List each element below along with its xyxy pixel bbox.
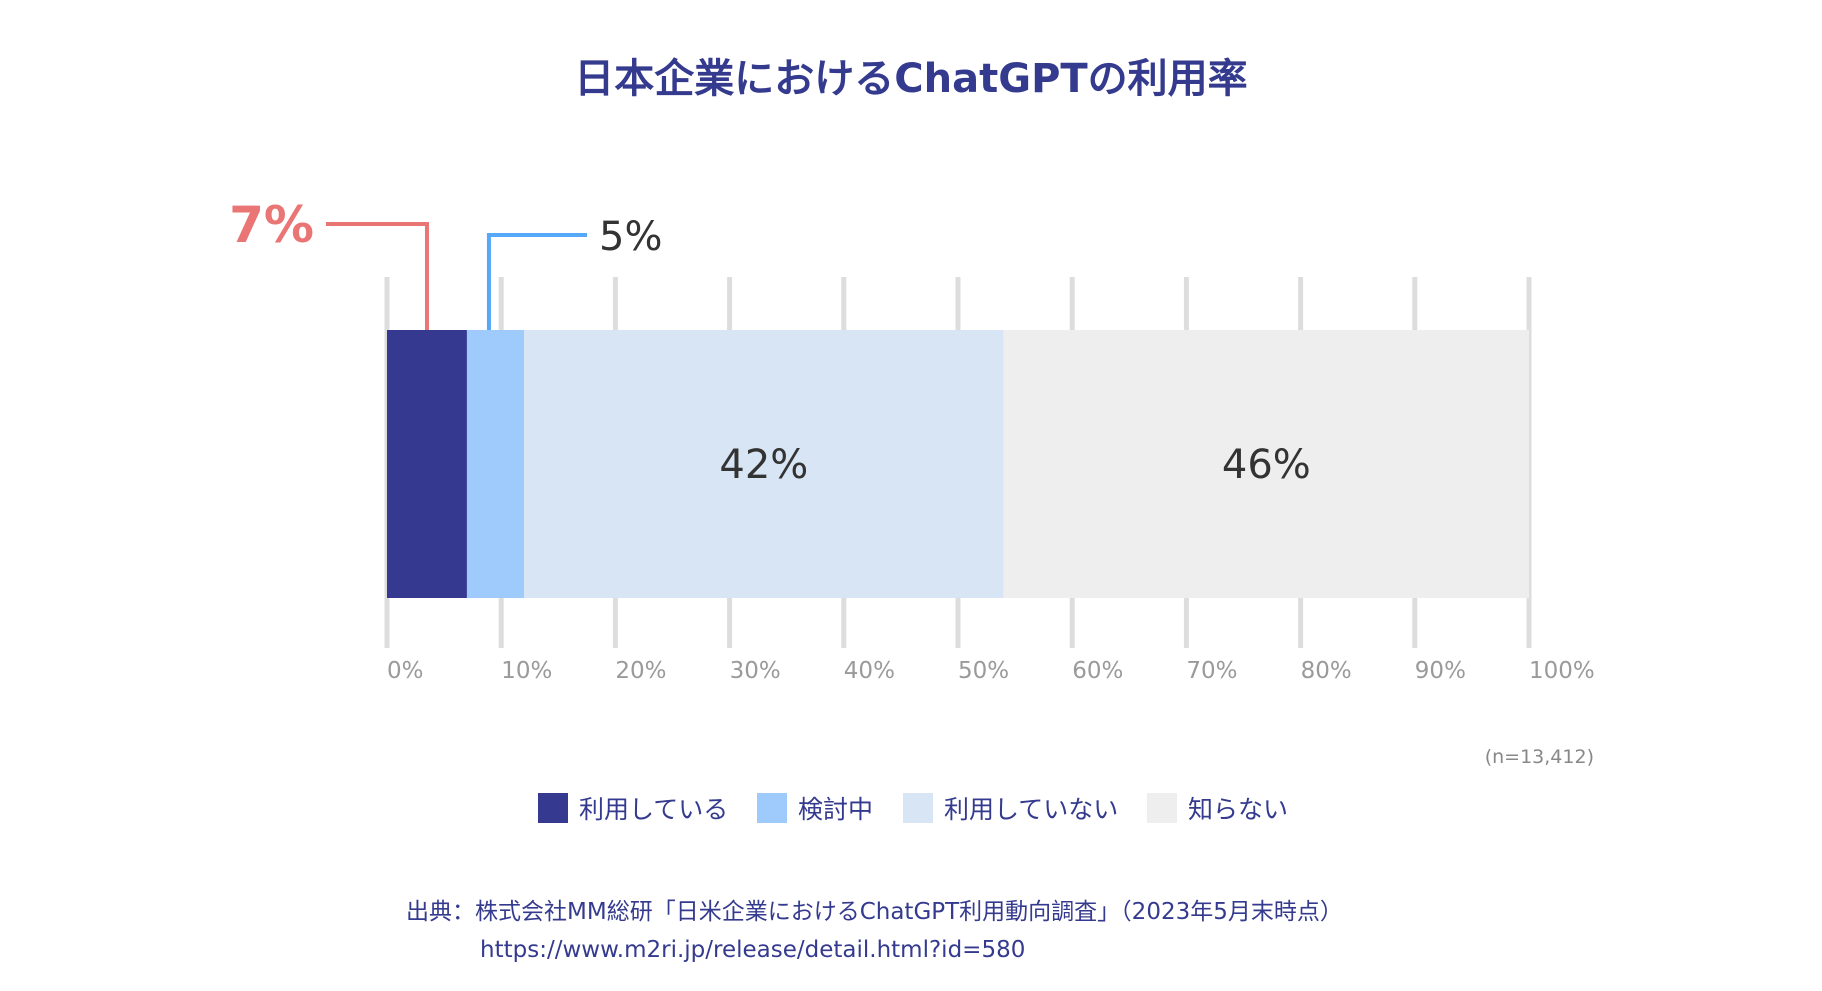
legend-swatch: [757, 793, 787, 823]
legend-label: 利用している: [579, 795, 728, 824]
legend-swatch: [903, 793, 933, 823]
legend-label: 利用していない: [944, 795, 1118, 824]
bar-segment: [387, 330, 467, 598]
x-tick-label: 10%: [501, 658, 552, 684]
x-tick-label: 20%: [615, 658, 666, 684]
x-tick-label: 100%: [1529, 658, 1595, 684]
x-tick-label: 0%: [387, 658, 424, 684]
bar-segment: [466, 330, 525, 598]
x-tick-label: 30%: [730, 658, 781, 684]
legend-label: 知らない: [1188, 795, 1288, 824]
x-tick-label: 80%: [1301, 658, 1352, 684]
x-tick-label: 50%: [958, 658, 1009, 684]
bar-segment: [1003, 330, 1529, 598]
source-citation: 出典：株式会社MM総研「日米企業におけるChatGPT利用動向調査」（2023年…: [406, 899, 1343, 925]
source-url: https://www.m2ri.jp/release/detail.html?…: [480, 937, 1025, 963]
x-tick-label: 90%: [1415, 658, 1466, 684]
callout-line-considering: [486, 233, 587, 330]
data-label-considering: 5%: [599, 214, 662, 260]
callout-line-used: [326, 222, 429, 330]
data-label: 46%: [1222, 442, 1311, 488]
data-label-used: 7%: [229, 196, 314, 254]
sample-size-note: (n=13,412): [1485, 746, 1594, 768]
x-tick-label: 70%: [1186, 658, 1237, 684]
stacked-bar: 42% 46%: [387, 330, 1529, 598]
chart-title: 日本企業におけるChatGPTの利用率: [574, 56, 1247, 102]
x-axis-tick-labels: 0% 10% 20% 30% 40% 50% 60% 70% 80% 90% 100%: [387, 658, 1595, 684]
legend-swatch: [1147, 793, 1177, 823]
legend-swatch: [538, 793, 568, 823]
callouts: 7% 5%: [229, 196, 662, 330]
x-tick-label: 40%: [844, 658, 895, 684]
data-label: 42%: [719, 442, 808, 488]
bar-segment: [524, 330, 1004, 598]
legend-label: 検討中: [798, 795, 873, 824]
legend: 利用している 検討中 利用していない 知らない: [538, 793, 1288, 824]
x-tick-label: 60%: [1072, 658, 1123, 684]
